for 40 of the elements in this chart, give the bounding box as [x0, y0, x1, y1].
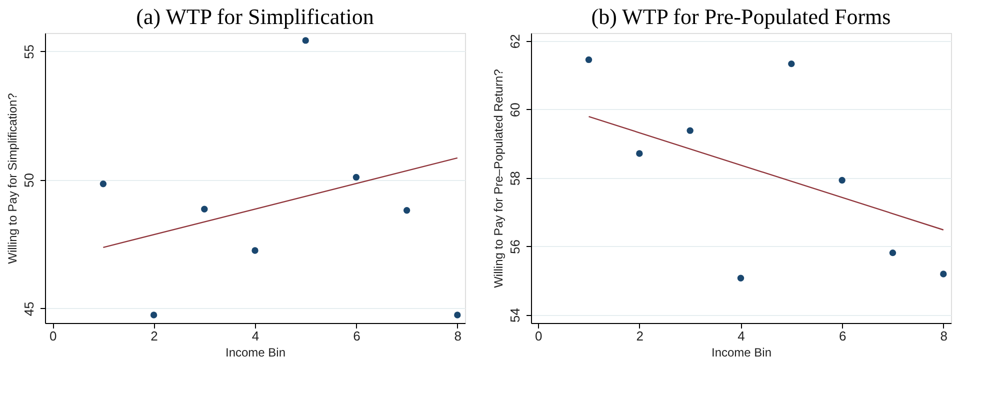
x-tick-label: 6 [353, 328, 360, 344]
y-tick-label: 56 [508, 240, 522, 254]
x-tick-label: 4 [252, 328, 260, 344]
y-tick-label: 45 [22, 302, 36, 316]
chart-title: (a) WTP for Simplification [136, 4, 374, 29]
point [788, 60, 795, 68]
point [403, 207, 410, 214]
point [454, 312, 461, 318]
point [150, 312, 158, 318]
x-tick-label: 0 [49, 328, 57, 344]
point [352, 174, 360, 181]
y-tick-label: 50 [22, 173, 36, 188]
point [585, 56, 592, 64]
chart-title: (b) WTP for Pre-Populated Forms [591, 4, 891, 29]
x-tick-label: 8 [940, 328, 948, 344]
x-tick-label: 0 [534, 328, 542, 344]
y-axis-title: Willing to Pay for Simplification? [6, 92, 20, 264]
point [100, 180, 107, 188]
x-tick-label: 2 [150, 328, 158, 344]
x-tick-label: 4 [738, 328, 745, 344]
y-tick-label: 58 [508, 171, 522, 186]
point [889, 249, 896, 256]
point [252, 247, 258, 254]
point [686, 127, 694, 134]
point [201, 206, 208, 212]
y-axis-title: Willing to Pay for Pre–Populated Return? [492, 68, 506, 288]
y-tick-label: 60 [508, 102, 522, 118]
x-tick-label: 2 [636, 328, 644, 344]
point [838, 176, 846, 184]
y-tick-label: 54 [508, 308, 522, 323]
y-tick-label: 55 [22, 44, 36, 59]
point [302, 37, 309, 44]
x-axis-title: Income Bin [711, 346, 772, 360]
point [636, 150, 643, 157]
x-tick-label: 6 [838, 328, 846, 344]
point [737, 274, 744, 282]
x-tick-label: 8 [454, 328, 462, 344]
point [940, 270, 947, 278]
y-tick-label: 62 [508, 34, 522, 49]
x-axis-title: Income Bin [225, 346, 286, 360]
